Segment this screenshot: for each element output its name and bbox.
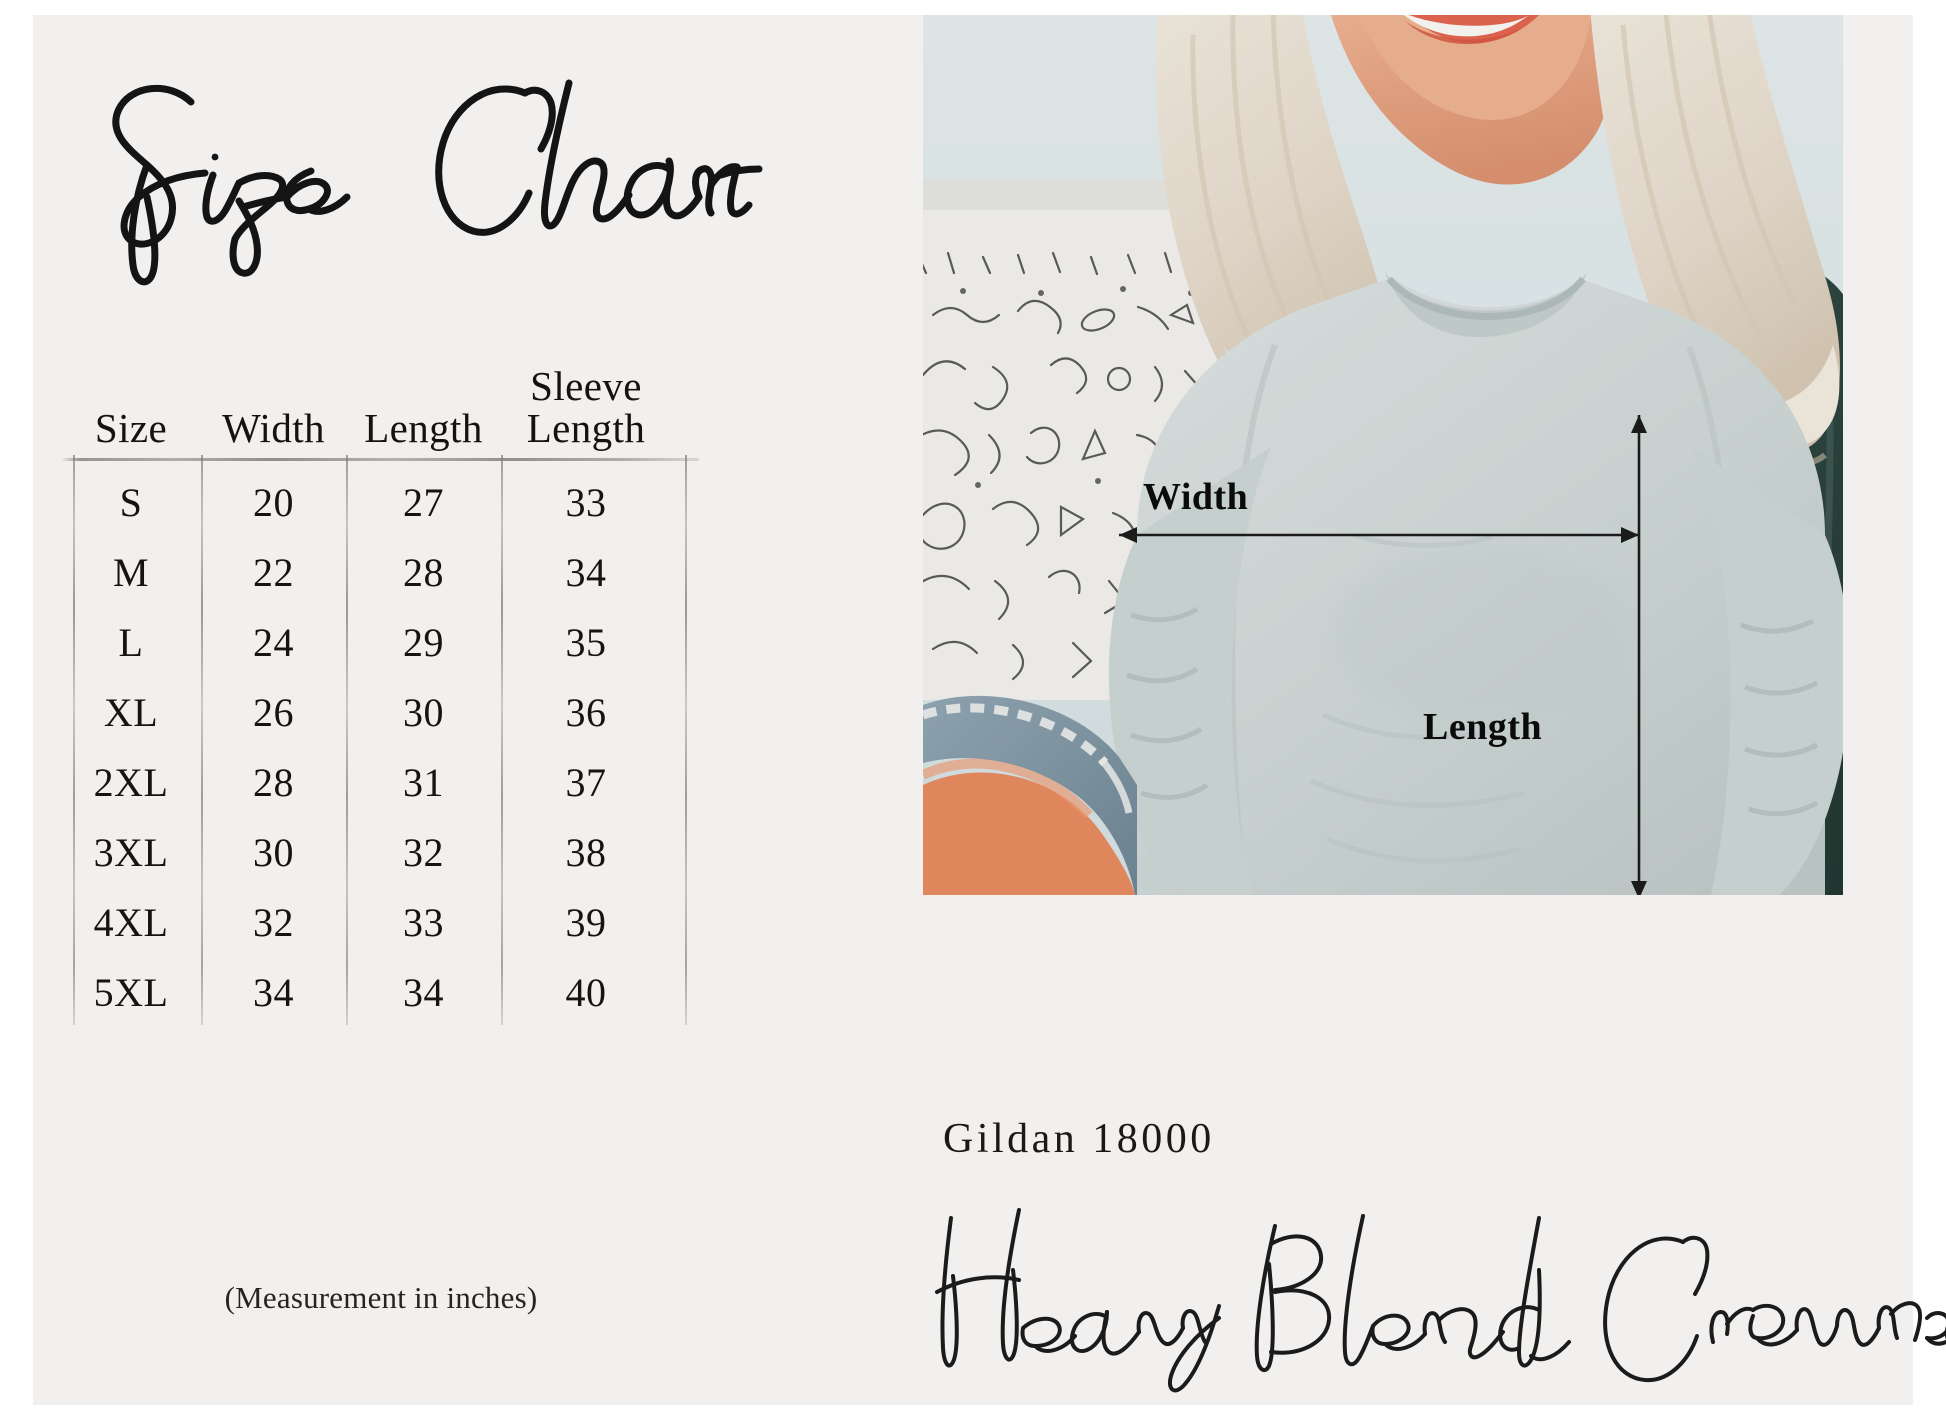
- cell-sleeve-length: 33: [565, 479, 607, 525]
- table-row: 3XL 30 32 38: [61, 817, 701, 887]
- column-header-length: Length: [364, 405, 483, 452]
- right-panel: Width Length Gildan 18000: [923, 15, 1946, 1405]
- cell-width: 24: [253, 619, 294, 665]
- cell-size: L: [118, 619, 144, 665]
- table-row: 5XL 34 34 40: [61, 957, 701, 1027]
- column-header-width: Width: [222, 405, 325, 452]
- size-chart-card: Size Width Length Sleeve Length S 20 27 33 M…: [33, 15, 1946, 1405]
- column-divider-right-edge: [685, 455, 687, 1025]
- cell-sleeve-length: 38: [565, 829, 607, 875]
- column-divider-left-edge: [73, 455, 75, 1025]
- size-table: Size Width Length Sleeve Length S 20 27 33 M…: [61, 345, 701, 1027]
- cell-width: 20: [253, 479, 294, 525]
- cell-width: 28: [253, 759, 294, 805]
- table-row: XL 26 30 36: [61, 677, 701, 747]
- table-row: 4XL 32 33 39: [61, 887, 701, 957]
- cell-size: 5XL: [93, 969, 169, 1015]
- column-header-sleeve-line2: Length: [526, 405, 646, 452]
- cell-size: 3XL: [93, 829, 169, 875]
- length-measurement-label: Length: [1423, 706, 1543, 748]
- table-row: 2XL 28 31 37: [61, 747, 701, 817]
- column-header-sleeve-line1: Sleeve: [530, 363, 642, 410]
- cell-length: 28: [403, 549, 444, 595]
- cell-width: 26: [253, 689, 294, 735]
- cell-width: 22: [253, 549, 294, 595]
- column-header-size: Size: [94, 405, 168, 452]
- column-divider-width: [346, 455, 348, 1025]
- cell-size: M: [112, 549, 150, 595]
- cell-sleeve-length: 40: [565, 969, 607, 1015]
- cell-size: 4XL: [93, 899, 169, 945]
- page-title: [73, 57, 773, 287]
- cell-length: 29: [403, 619, 444, 665]
- cell-sleeve-length: 34: [565, 549, 607, 595]
- cell-sleeve-length: 36: [565, 689, 607, 735]
- product-photo: Width Length: [923, 15, 1843, 895]
- cell-size: S: [119, 479, 143, 525]
- table-row: S 20 27 33: [61, 467, 701, 537]
- cell-sleeve-length: 37: [565, 759, 607, 805]
- cell-size: 2XL: [93, 759, 169, 805]
- cell-sleeve-length: 39: [565, 899, 607, 945]
- cell-length: 30: [403, 689, 444, 735]
- table-body: S 20 27 33 M 22 28 34 L 24 29 35 XL 26 30 36 2XL 28 31 37 3X…: [61, 455, 701, 1027]
- product-name: [923, 1200, 1946, 1393]
- cell-width: 34: [253, 969, 294, 1015]
- cell-size: XL: [103, 689, 159, 735]
- cell-length: 33: [403, 899, 444, 945]
- cell-length: 31: [403, 759, 444, 805]
- table-header-divider: [61, 458, 699, 461]
- cell-length: 34: [403, 969, 444, 1015]
- width-measurement-label: Width: [1143, 476, 1249, 518]
- cell-width: 32: [253, 899, 294, 945]
- table-row: L 24 29 35: [61, 607, 701, 677]
- column-header-sleeve-length: Sleeve Length: [501, 366, 671, 450]
- table-row: M 22 28 34: [61, 537, 701, 607]
- column-divider-length: [501, 455, 503, 1025]
- measurement-note: (Measurement in inches): [224, 1280, 538, 1315]
- cell-length: 27: [403, 479, 444, 525]
- table-header-row: Size Width Length Sleeve Length: [61, 345, 701, 450]
- brand-style-number: Gildan 18000: [943, 1116, 1215, 1162]
- cell-sleeve-length: 35: [565, 619, 607, 665]
- cell-width: 30: [253, 829, 294, 875]
- column-divider-size: [201, 455, 203, 1025]
- cell-length: 32: [403, 829, 444, 875]
- left-panel: Size Width Length Sleeve Length S 20 27 33 M…: [33, 15, 923, 1405]
